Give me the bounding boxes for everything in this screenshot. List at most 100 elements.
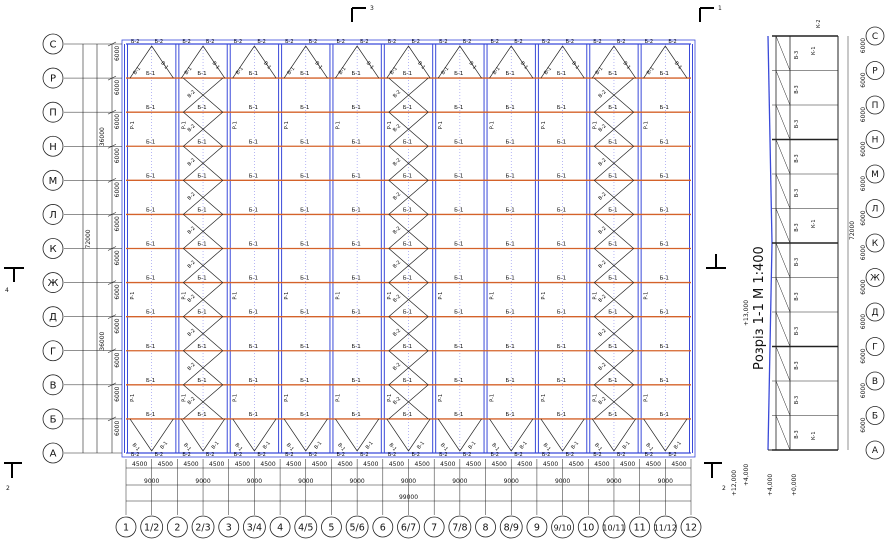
row-bubble xyxy=(42,374,64,396)
beam-label: Б-1 xyxy=(300,344,309,350)
beam-edge-label: Б-2 xyxy=(593,39,601,45)
row-bubble-label: Д xyxy=(49,312,57,323)
brace-label: В-1 xyxy=(622,60,632,70)
column-label: Р-1 xyxy=(181,394,187,402)
section-row-bubble xyxy=(865,302,885,322)
column-bubble-label: 1/2 xyxy=(144,523,159,534)
column-label: Р-1 xyxy=(181,121,187,129)
brace-bottom xyxy=(386,418,431,452)
brace-bottom xyxy=(335,418,380,452)
beam-label: Б-1 xyxy=(506,71,515,77)
section-dim: 6000 xyxy=(860,417,867,432)
beam-edge-label: Б-2 xyxy=(542,39,550,45)
brace-top xyxy=(283,45,328,79)
brace-top xyxy=(643,45,688,79)
section-dim: 6000 xyxy=(860,314,867,329)
beam-label: Б-1 xyxy=(557,71,566,77)
column-bubble xyxy=(602,515,626,539)
beam-label: Б-1 xyxy=(608,310,617,316)
brace-label: В-1 xyxy=(184,66,194,76)
beam-edge-label: Б-2 xyxy=(206,452,214,458)
section-row-bubble xyxy=(865,406,885,425)
brace-label: В-1 xyxy=(570,440,580,450)
dim-tick xyxy=(107,416,117,422)
section-row-bubble xyxy=(865,337,885,356)
brace-label: В-1 xyxy=(262,440,272,450)
beam-edge-label: Б-2 xyxy=(234,39,242,45)
row-bubble-label: Ж xyxy=(48,278,59,289)
beam-label: Б-1 xyxy=(660,242,669,248)
column-label: Р-1 xyxy=(284,292,290,300)
brace-label: В-1 xyxy=(594,66,604,76)
column-bubble-label: 3/4 xyxy=(247,523,262,534)
beam-label: Б-1 xyxy=(403,378,412,384)
roof-framing-plan: В-2 В-2 В-2 В-2 В-2 В-2 В-2 В-2 В-2 В-2 В-2 В-2 В-2 В… xyxy=(4,5,726,539)
brace-label: В-1 xyxy=(211,440,221,450)
brace-label: В-1 xyxy=(543,66,553,76)
section-brace-label: В-3 xyxy=(794,361,800,369)
column-label: Р-1 xyxy=(438,121,444,129)
brace-label: В-1 xyxy=(519,60,529,70)
column-label: Р-1 xyxy=(438,394,444,402)
section-web xyxy=(775,104,791,140)
beam-edge-label: Б-2 xyxy=(412,452,420,458)
beam-label: Б-1 xyxy=(660,412,669,418)
beam-edge-label: Б-2 xyxy=(360,452,368,458)
beam-label: Б-1 xyxy=(300,412,309,418)
beam-label: Б-1 xyxy=(506,173,515,179)
column-label: Р-1 xyxy=(130,292,136,300)
section-row-bubble-label: П xyxy=(872,101,879,111)
beam-label: Б-1 xyxy=(351,310,360,316)
brace-bottom xyxy=(643,418,688,452)
brace-label: В-2 xyxy=(597,328,607,338)
beam-edge-label: Б-2 xyxy=(463,452,471,458)
column-label: Р-1 xyxy=(387,394,393,402)
beam-label: Б-1 xyxy=(557,310,566,316)
brace-label: В-2 xyxy=(187,362,197,372)
beam-label: Б-1 xyxy=(197,173,206,179)
dim-tick xyxy=(107,109,117,115)
bay-dim: 9000 xyxy=(555,478,570,485)
row-bubble-label: Р xyxy=(50,74,56,85)
beam-label: Б-1 xyxy=(608,276,617,282)
half-bay-dim: 4500 xyxy=(466,461,481,468)
beam-label: Б-1 xyxy=(146,378,155,384)
section-row-bubble xyxy=(865,130,885,149)
brace-label: В-2 xyxy=(392,328,402,338)
beam-label: Б-1 xyxy=(660,105,669,111)
beam-edge-label: Б-2 xyxy=(336,39,344,45)
beam-label: Б-1 xyxy=(454,378,463,384)
row-bubble xyxy=(42,67,64,89)
column-bubble-label: 6/7 xyxy=(401,523,416,534)
beam-label: Б-1 xyxy=(351,105,360,111)
section-brace-label: В-3 xyxy=(794,189,800,197)
beam-edge-label: Б-2 xyxy=(131,452,139,458)
brace-x xyxy=(388,145,429,181)
brace-x xyxy=(183,111,223,147)
column-label: Р-1 xyxy=(592,394,598,402)
beam-label: Б-1 xyxy=(403,173,412,179)
beam-label: Б-1 xyxy=(506,207,515,213)
beam-edge-label: Б-2 xyxy=(514,39,522,45)
beam-edge-label: Б-2 xyxy=(182,452,190,458)
brace-label: В-2 xyxy=(187,294,197,304)
column-label: Р-1 xyxy=(181,292,187,300)
beam-label: Б-1 xyxy=(660,344,669,350)
section-brace-label: В-3 xyxy=(794,430,800,438)
bay-dim: 9000 xyxy=(195,478,210,485)
section-brace-label: В-3 xyxy=(794,258,800,266)
beam-label: Б-1 xyxy=(454,412,463,418)
beam-edge-label: Б-2 xyxy=(257,39,265,45)
brace-label: В-2 xyxy=(597,123,607,133)
brace-label: В-1 xyxy=(542,442,552,452)
beam-edge-label: Б-2 xyxy=(155,39,163,45)
brace-label: В-2 xyxy=(392,396,402,406)
beam-label: Б-1 xyxy=(300,207,309,213)
brace-x xyxy=(183,180,223,215)
beam-edge-label: Б-2 xyxy=(491,452,499,458)
beam-label: Б-1 xyxy=(506,139,515,145)
half-bay-dim: 4500 xyxy=(415,461,430,468)
section-row-bubble xyxy=(865,199,885,218)
section-row-bubble-label: Б xyxy=(872,412,878,422)
beam-edge-label: Б-2 xyxy=(542,452,550,458)
